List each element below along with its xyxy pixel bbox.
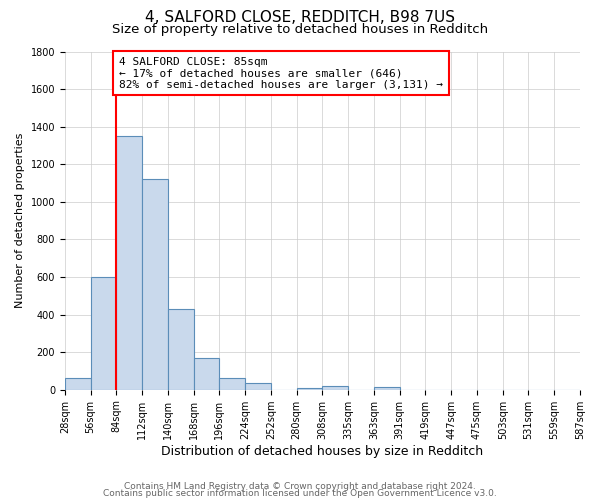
- Bar: [168, 309, 194, 390]
- Text: Contains public sector information licensed under the Open Government Licence v3: Contains public sector information licen…: [103, 490, 497, 498]
- Text: Contains HM Land Registry data © Crown copyright and database right 2024.: Contains HM Land Registry data © Crown c…: [124, 482, 476, 491]
- Y-axis label: Number of detached properties: Number of detached properties: [15, 133, 25, 308]
- Bar: [322, 386, 348, 390]
- Text: 4, SALFORD CLOSE, REDDITCH, B98 7US: 4, SALFORD CLOSE, REDDITCH, B98 7US: [145, 10, 455, 25]
- Bar: [194, 358, 220, 390]
- Text: 4 SALFORD CLOSE: 85sqm
← 17% of detached houses are smaller (646)
82% of semi-de: 4 SALFORD CLOSE: 85sqm ← 17% of detached…: [119, 56, 443, 90]
- Bar: [142, 180, 168, 390]
- Bar: [296, 388, 322, 390]
- Bar: [374, 387, 400, 390]
- Text: Size of property relative to detached houses in Redditch: Size of property relative to detached ho…: [112, 22, 488, 36]
- Bar: [220, 378, 245, 390]
- Bar: [116, 136, 142, 390]
- Bar: [65, 378, 91, 390]
- X-axis label: Distribution of detached houses by size in Redditch: Distribution of detached houses by size …: [161, 444, 484, 458]
- Bar: [245, 383, 271, 390]
- Bar: [91, 277, 116, 390]
